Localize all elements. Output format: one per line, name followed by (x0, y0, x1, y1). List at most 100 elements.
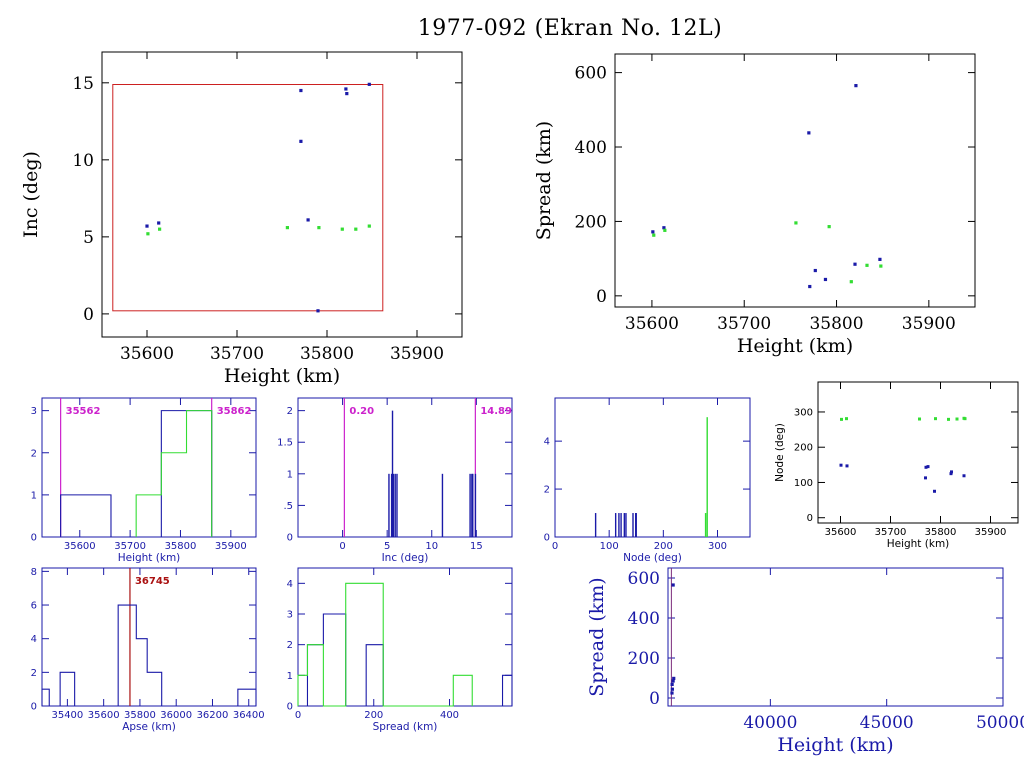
x-tick-label: 35600 (625, 314, 679, 334)
y-tick-label: 600 (628, 569, 660, 589)
y-tick-label: 4 (544, 437, 550, 448)
data-point (808, 284, 812, 289)
x-tick-label: 200 (654, 541, 673, 552)
data-point (962, 474, 966, 478)
histogram-bar (41, 604, 257, 707)
x-tick-label: 35800 (165, 541, 197, 552)
data-point (344, 87, 348, 91)
x-axis-label: Height (km) (777, 734, 893, 756)
x-tick-label: 35900 (390, 344, 444, 364)
x-tick-label: 35600 (120, 344, 174, 364)
y-axis-label: Spread (km) (533, 121, 555, 240)
y-axis-label: Spread (km) (586, 577, 608, 696)
data-point (794, 221, 798, 225)
x-tick-label: 35400 (51, 710, 83, 721)
y-tick-label: 2 (31, 448, 37, 459)
data-point (299, 88, 303, 93)
data-point (865, 263, 869, 267)
data-point (926, 465, 930, 469)
y-tick-label: 0 (807, 513, 813, 524)
data-point (146, 232, 150, 236)
y-tick-label: 4 (287, 579, 293, 590)
data-point (845, 464, 849, 468)
data-point (367, 82, 371, 86)
data-point (840, 417, 843, 421)
selection-box (112, 84, 384, 312)
y-tick-label: 300 (794, 407, 813, 418)
data-point (663, 228, 667, 232)
y-tick-label: 200 (794, 443, 813, 454)
x-tick-label: 0 (339, 541, 345, 552)
x-tick-label: 400 (440, 710, 459, 721)
y-tick-label: 2 (544, 485, 550, 496)
y-tick-label: 3 (31, 406, 37, 417)
y-tick-label: 0 (287, 702, 293, 713)
x-tick-label: 35800 (300, 344, 354, 364)
data-point (813, 268, 817, 273)
x-tick-label: 300 (708, 541, 727, 552)
x-tick-label: 35700 (210, 344, 264, 364)
x-tick-label: 5 (384, 541, 390, 552)
data-point (671, 679, 675, 683)
x-axis-label: Inc (deg) (382, 552, 429, 564)
data-point (947, 417, 950, 421)
y-tick-label: 1.5 (277, 438, 293, 449)
data-point (354, 227, 358, 231)
y-tick-label: 400 (628, 609, 660, 629)
data-point (340, 227, 344, 231)
x-axis-label: Height (km) (118, 552, 181, 564)
data-point (949, 472, 953, 476)
plot-frame (41, 567, 257, 707)
data-point (145, 224, 149, 228)
y-tick-label: 600 (575, 64, 607, 84)
y-tick-label: 200 (575, 212, 607, 232)
chart-hist_height: 35600 35700 35800 35900 0 1 2 3 Height (km) 35562… (31, 397, 257, 564)
x-tick-label: 35900 (215, 541, 247, 552)
data-point (367, 224, 371, 228)
data-point (849, 280, 853, 284)
y-axis-label: Node (deg) (774, 423, 786, 482)
y-tick-label: 15 (72, 74, 94, 94)
x-axis-label: Node (deg) (623, 552, 682, 564)
y-tick-label: 1 (31, 490, 37, 501)
data-point (845, 417, 848, 421)
y-tick-label: 200 (628, 649, 660, 669)
y-tick-label: 0 (596, 287, 607, 307)
y-tick-label: 2 (287, 640, 293, 651)
y-tick-label: 400 (575, 138, 607, 158)
x-tick-label: 35900 (902, 314, 956, 334)
plot-frame (41, 397, 257, 538)
x-axis-label: Height (km) (224, 365, 340, 387)
data-point (306, 218, 310, 222)
data-point (933, 489, 936, 493)
data-point (651, 230, 655, 234)
data-point (807, 131, 811, 135)
y-tick-label: 0 (31, 702, 37, 713)
plot-frame (297, 567, 513, 707)
data-point (955, 417, 959, 421)
data-point (662, 226, 666, 230)
x-tick-label: 35600 (88, 710, 120, 721)
y-tick-label: .5 (283, 501, 293, 512)
marker-label: 14.89 (480, 406, 512, 417)
chart-hist_apse: 35400 35600 35800 36000 36200 36400 0 2 4 6 8 Apse … (31, 567, 265, 733)
plot-frame (554, 397, 751, 538)
marker-label: 35562 (66, 406, 101, 417)
y-tick-label: 2 (31, 668, 37, 679)
data-point (827, 225, 831, 229)
y-tick-label: 0 (287, 533, 293, 544)
chart-inc_vs_height: 35600 35700 35800 35900 0 5 10 15 Height (km) Inc… (20, 51, 463, 387)
y-tick-label: 10 (72, 151, 94, 171)
x-tick-label: 35600 (64, 541, 96, 552)
x-tick-label: 36000 (160, 710, 192, 721)
y-tick-label: 1 (287, 671, 293, 682)
marker-label: 0.20 (349, 406, 374, 417)
data-point (924, 476, 927, 480)
x-tick-label: 35800 (809, 314, 863, 334)
chart-node_vs_height: 35600 35700 35800 35900 0 100 200 300 Height (km… (774, 381, 1019, 550)
plot-frame (297, 397, 513, 538)
data-point (879, 264, 883, 268)
